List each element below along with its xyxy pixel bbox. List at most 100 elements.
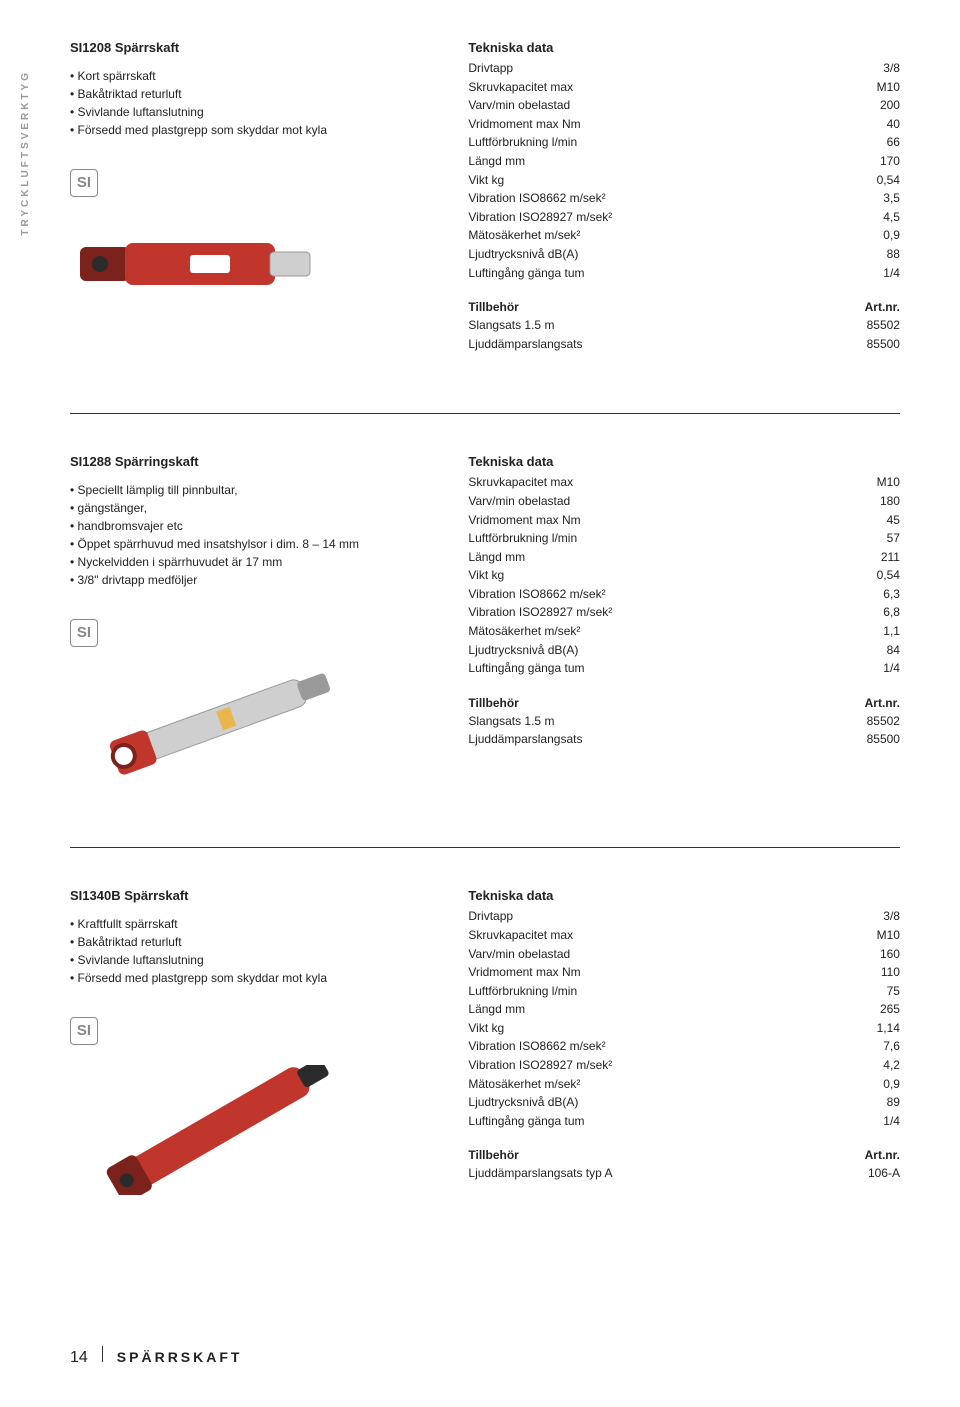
spec-value: 57 bbox=[887, 529, 900, 548]
spec-row: Vridmoment max Nm40 bbox=[468, 115, 900, 134]
spec-label: Luftingång gänga tum bbox=[468, 264, 584, 283]
spec-row: Drivtapp3/8 bbox=[468, 59, 900, 78]
spec-label: Vridmoment max Nm bbox=[468, 511, 580, 530]
spec-row: Vikt kg1,14 bbox=[468, 1019, 900, 1038]
tillbehor-item-label: Slangsats 1.5 m bbox=[468, 316, 554, 335]
spec-label: Ljudtrycksnivå dB(A) bbox=[468, 641, 578, 660]
spec-row: Längd mm211 bbox=[468, 548, 900, 567]
section-divider bbox=[70, 413, 900, 414]
tillbehor-section: TillbehörArt.nr. Ljuddämparslangsats typ … bbox=[468, 1148, 900, 1183]
spec-value: 180 bbox=[880, 492, 900, 511]
bullet-item: Öppet spärrhuvud med insatshylsor i dim.… bbox=[70, 535, 448, 553]
tillbehor-label: Tillbehör bbox=[468, 696, 518, 710]
spec-row: Skruvkapacitet maxM10 bbox=[468, 78, 900, 97]
spec-row: Vibration ISO28927 m/sek²6,8 bbox=[468, 603, 900, 622]
spec-value: 1,1 bbox=[883, 622, 900, 641]
product-image-area bbox=[70, 1065, 448, 1185]
spec-label: Luftförbrukning l/min bbox=[468, 982, 577, 1001]
sidebar-category-label: TRYCKLUFTSVERKTYG bbox=[20, 70, 31, 236]
spec-row: Luftingång gänga tum1/4 bbox=[468, 264, 900, 283]
spec-row: Mätosäkerhet m/sek² 0,9 bbox=[468, 1075, 900, 1094]
spec-row: Vridmoment max Nm 45 bbox=[468, 511, 900, 530]
product-left-column: SI1208 SpärrskaftKort spärrskaftBakåtrik… bbox=[70, 40, 468, 353]
tillbehor-row: Ljuddämparslangsats typ A 106-A bbox=[468, 1164, 900, 1183]
spec-value: 265 bbox=[880, 1000, 900, 1019]
artnr-label: Art.nr. bbox=[865, 300, 900, 314]
bullet-item: Nyckelvidden i spärrhuvudet är 17 mm bbox=[70, 553, 448, 571]
product-image-area bbox=[70, 667, 448, 787]
product-bullets: Kraftfullt spärrskaftBakåtriktad returlu… bbox=[70, 915, 448, 987]
tillbehor-item-label: Ljuddämparslangsats typ A bbox=[468, 1164, 612, 1183]
spec-row: Mätosäkerhet m/sek²0,9 bbox=[468, 226, 900, 245]
bullet-item: handbromsvajer etc bbox=[70, 517, 448, 535]
tillbehor-item-label: Ljuddämparslangsats bbox=[468, 730, 582, 749]
spec-label: Luftförbrukning l/min bbox=[468, 133, 577, 152]
tekniska-data-heading: Tekniska data bbox=[468, 40, 900, 55]
spec-label: Vibration ISO8662 m/sek² bbox=[468, 189, 605, 208]
spec-value: 0,54 bbox=[877, 566, 900, 585]
spec-row: Ljudtrycksnivå dB(A)84 bbox=[468, 641, 900, 660]
tillbehor-row: Slangsats 1.5 m85502 bbox=[468, 316, 900, 335]
bullet-item: Försedd med plastgrepp som skyddar mot k… bbox=[70, 121, 448, 139]
spec-row: Vibration ISO8662 m/sek²3,5 bbox=[468, 189, 900, 208]
spec-label: Varv/min obelastad bbox=[468, 945, 570, 964]
spec-row: Luftförbrukning l/min 66 bbox=[468, 133, 900, 152]
spec-label: Ljudtrycksnivå dB(A) bbox=[468, 1093, 578, 1112]
bullet-item: Speciellt lämplig till pinnbultar, bbox=[70, 481, 448, 499]
bullet-item: Svivlande luftanslutning bbox=[70, 951, 448, 969]
spec-value: M10 bbox=[877, 473, 900, 492]
spec-row: Vridmoment max Nm110 bbox=[468, 963, 900, 982]
spec-row: Luftförbrukning l/min 75 bbox=[468, 982, 900, 1001]
product-image bbox=[70, 667, 370, 777]
spec-row: Längd mm 170 bbox=[468, 152, 900, 171]
spec-row: Varv/min obelastad200 bbox=[468, 96, 900, 115]
bullet-item: Bakåtriktad returluft bbox=[70, 933, 448, 951]
spec-label: Vibration ISO28927 m/sek² bbox=[468, 1056, 612, 1075]
section-divider bbox=[70, 847, 900, 848]
spec-value: 0,9 bbox=[883, 1075, 900, 1094]
spec-value: 66 bbox=[887, 133, 900, 152]
spec-value: 170 bbox=[880, 152, 900, 171]
spec-value: 1/4 bbox=[883, 1112, 900, 1131]
spec-value: 40 bbox=[887, 115, 900, 134]
bullet-item: Bakåtriktad returluft bbox=[70, 85, 448, 103]
spec-label: Vibration ISO8662 m/sek² bbox=[468, 1037, 605, 1056]
bullet-item: Försedd med plastgrepp som skyddar mot k… bbox=[70, 969, 448, 987]
spec-value: 6,3 bbox=[883, 585, 900, 604]
spec-label: Skruvkapacitet max bbox=[468, 78, 573, 97]
product-block: SI1288 SpärringskaftSpeciellt lämplig ti… bbox=[70, 454, 900, 817]
product-right-column: Tekniska dataSkruvkapacitet maxM10Varv/m… bbox=[468, 454, 900, 787]
product-right-column: Tekniska data Drivtapp3/8Skruvkapacitet m… bbox=[468, 40, 900, 353]
spec-label: Drivtapp bbox=[468, 59, 513, 78]
spec-value: 89 bbox=[887, 1093, 900, 1112]
bullet-item: gängstänger, bbox=[70, 499, 448, 517]
bullet-item: Kraftfullt spärrskaft bbox=[70, 915, 448, 933]
spec-value: 160 bbox=[880, 945, 900, 964]
tillbehor-header: TillbehörArt.nr. bbox=[468, 1148, 900, 1162]
spec-value: 88 bbox=[887, 245, 900, 264]
page-footer: 14 SPÄRRSKAFT bbox=[70, 1346, 242, 1367]
product-image bbox=[70, 217, 330, 307]
spec-label: Längd mm bbox=[468, 152, 525, 171]
spec-label: Mätosäkerhet m/sek² bbox=[468, 1075, 580, 1094]
spec-label: Luftingång gänga tum bbox=[468, 659, 584, 678]
tillbehor-row: Ljuddämparslangsats85500 bbox=[468, 335, 900, 354]
spec-row: Vikt kg 0,54 bbox=[468, 171, 900, 190]
spec-label: Vridmoment max Nm bbox=[468, 963, 580, 982]
spec-row: Vibration ISO28927 m/sek²4,5 bbox=[468, 208, 900, 227]
spec-value: 45 bbox=[887, 511, 900, 530]
spec-row: Luftingång gänga tum1/4 bbox=[468, 1112, 900, 1131]
spec-row: Varv/min obelastad 160 bbox=[468, 945, 900, 964]
spec-label: Vikt kg bbox=[468, 171, 504, 190]
spec-value: 3/8 bbox=[883, 907, 900, 926]
spec-value: 0,54 bbox=[877, 171, 900, 190]
tillbehor-item-value: 85500 bbox=[867, 730, 900, 749]
tillbehor-item-value: 106-A bbox=[868, 1164, 900, 1183]
spec-value: 75 bbox=[887, 982, 900, 1001]
spec-value: 7,6 bbox=[883, 1037, 900, 1056]
tillbehor-label: Tillbehör bbox=[468, 1148, 518, 1162]
tillbehor-item-label: Ljuddämparslangsats bbox=[468, 335, 582, 354]
spec-row: Vibration ISO28927 m/sek²4,2 bbox=[468, 1056, 900, 1075]
product-title: SI1208 Spärrskaft bbox=[70, 40, 448, 55]
bullet-item: Svivlande luftanslutning bbox=[70, 103, 448, 121]
